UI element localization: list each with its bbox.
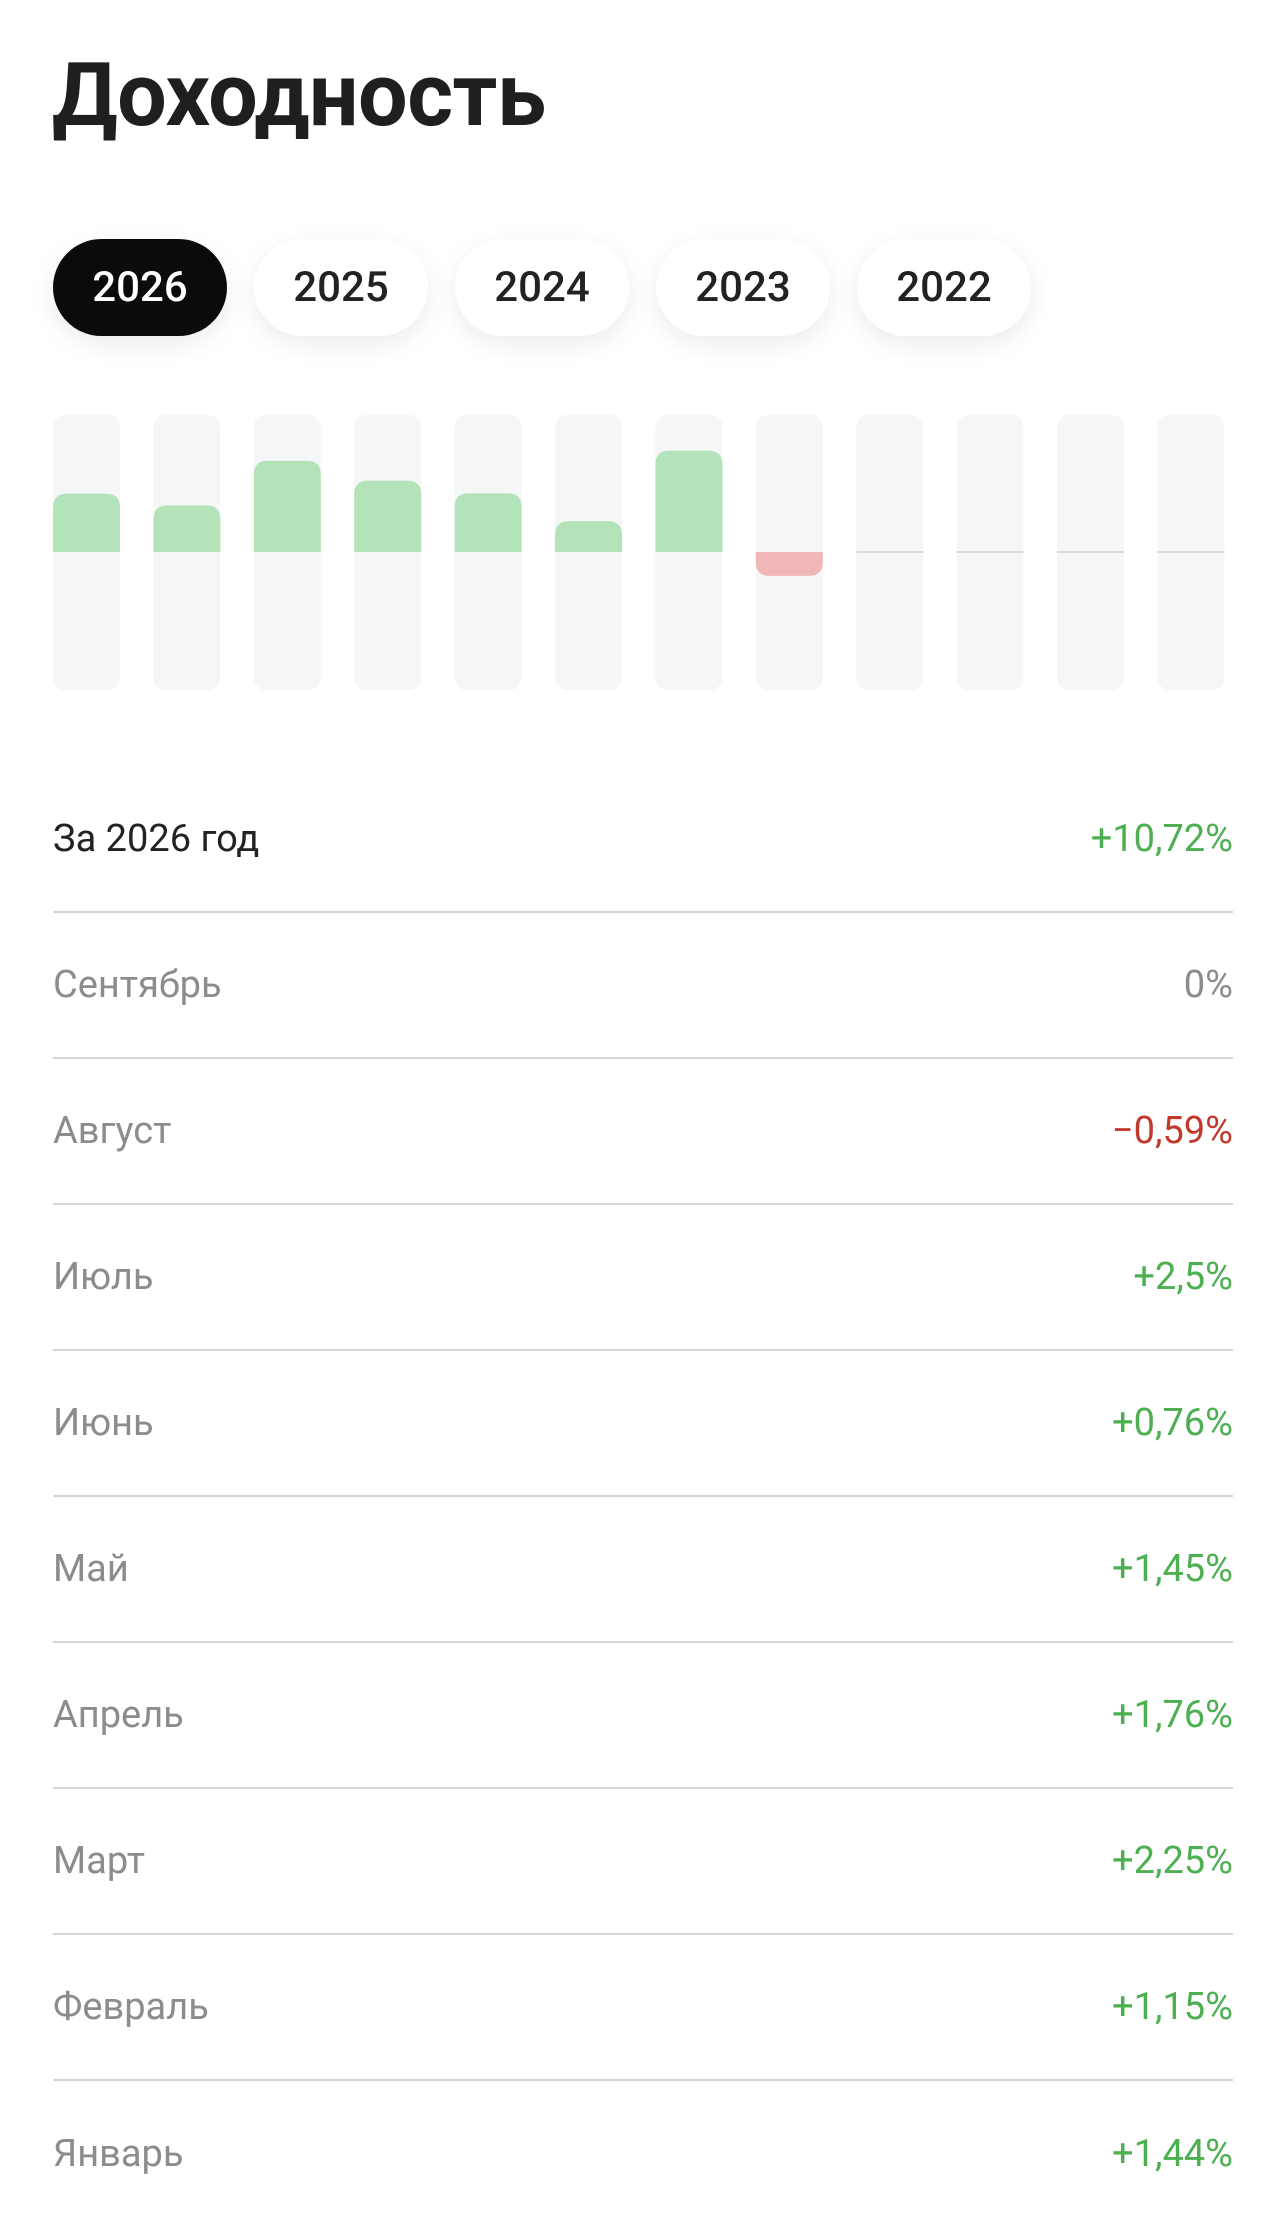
return-row: Июль +2,5% [53,1205,1233,1351]
bar [153,505,221,552]
bar [555,521,622,552]
row-value: −0,59% [1111,1109,1233,1153]
row-label: За 2026 год [53,817,260,861]
return-row: Апрель +1,76% [53,1643,1233,1789]
row-label: Июнь [53,1401,154,1445]
bar-slot [253,415,321,690]
row-value: +1,44% [1112,2132,1233,2176]
bar [755,552,823,576]
row-value: +2,25% [1112,1839,1233,1883]
monthly-chart [53,415,1225,690]
return-row: Июнь +0,76% [53,1351,1233,1497]
bar-slot [153,415,221,690]
bar-slot [354,415,422,690]
row-label: Сентябрь [53,963,222,1007]
year-tabs: 2026 2025 2024 2023 2022 [53,239,1031,336]
return-row: За 2026 год +10,72% [53,767,1233,913]
bar-slot [53,415,120,690]
bar [354,480,422,552]
row-value: +1,76% [1112,1693,1233,1737]
row-value: +2,5% [1133,1255,1233,1299]
bar [655,450,723,552]
row-label: Август [53,1109,172,1153]
year-tab[interactable]: 2022 [857,239,1031,336]
return-row: Сентябрь 0% [53,913,1233,1059]
row-value: +1,15% [1112,1985,1233,2029]
year-tab[interactable]: 2025 [254,239,428,336]
bar [53,493,120,552]
row-label: Июль [53,1255,154,1299]
return-row: Март +2,25% [53,1789,1233,1935]
return-row: Февраль +1,15% [53,1935,1233,2081]
return-row: Май +1,45% [53,1497,1233,1643]
bar-slot [555,415,622,690]
row-value: 0% [1183,963,1233,1007]
row-value: +0,76% [1112,1401,1233,1445]
row-label: Апрель [53,1693,184,1737]
page-title: Доходность [52,44,546,147]
bar [253,460,321,552]
row-value: +1,45% [1112,1547,1233,1591]
row-label: Май [53,1547,129,1591]
return-row: Январь +1,44% [53,2081,1233,2227]
row-label: Январь [53,2132,184,2176]
return-row: Август −0,59% [53,1059,1233,1205]
bar [454,493,522,552]
year-tab[interactable]: 2026 [53,239,227,336]
year-tab[interactable]: 2024 [455,239,629,336]
row-label: Март [53,1839,145,1883]
bar-slot [454,415,522,690]
row-value: +10,72% [1090,817,1233,861]
year-tab[interactable]: 2023 [656,239,830,336]
row-label: Февраль [53,1985,209,2029]
